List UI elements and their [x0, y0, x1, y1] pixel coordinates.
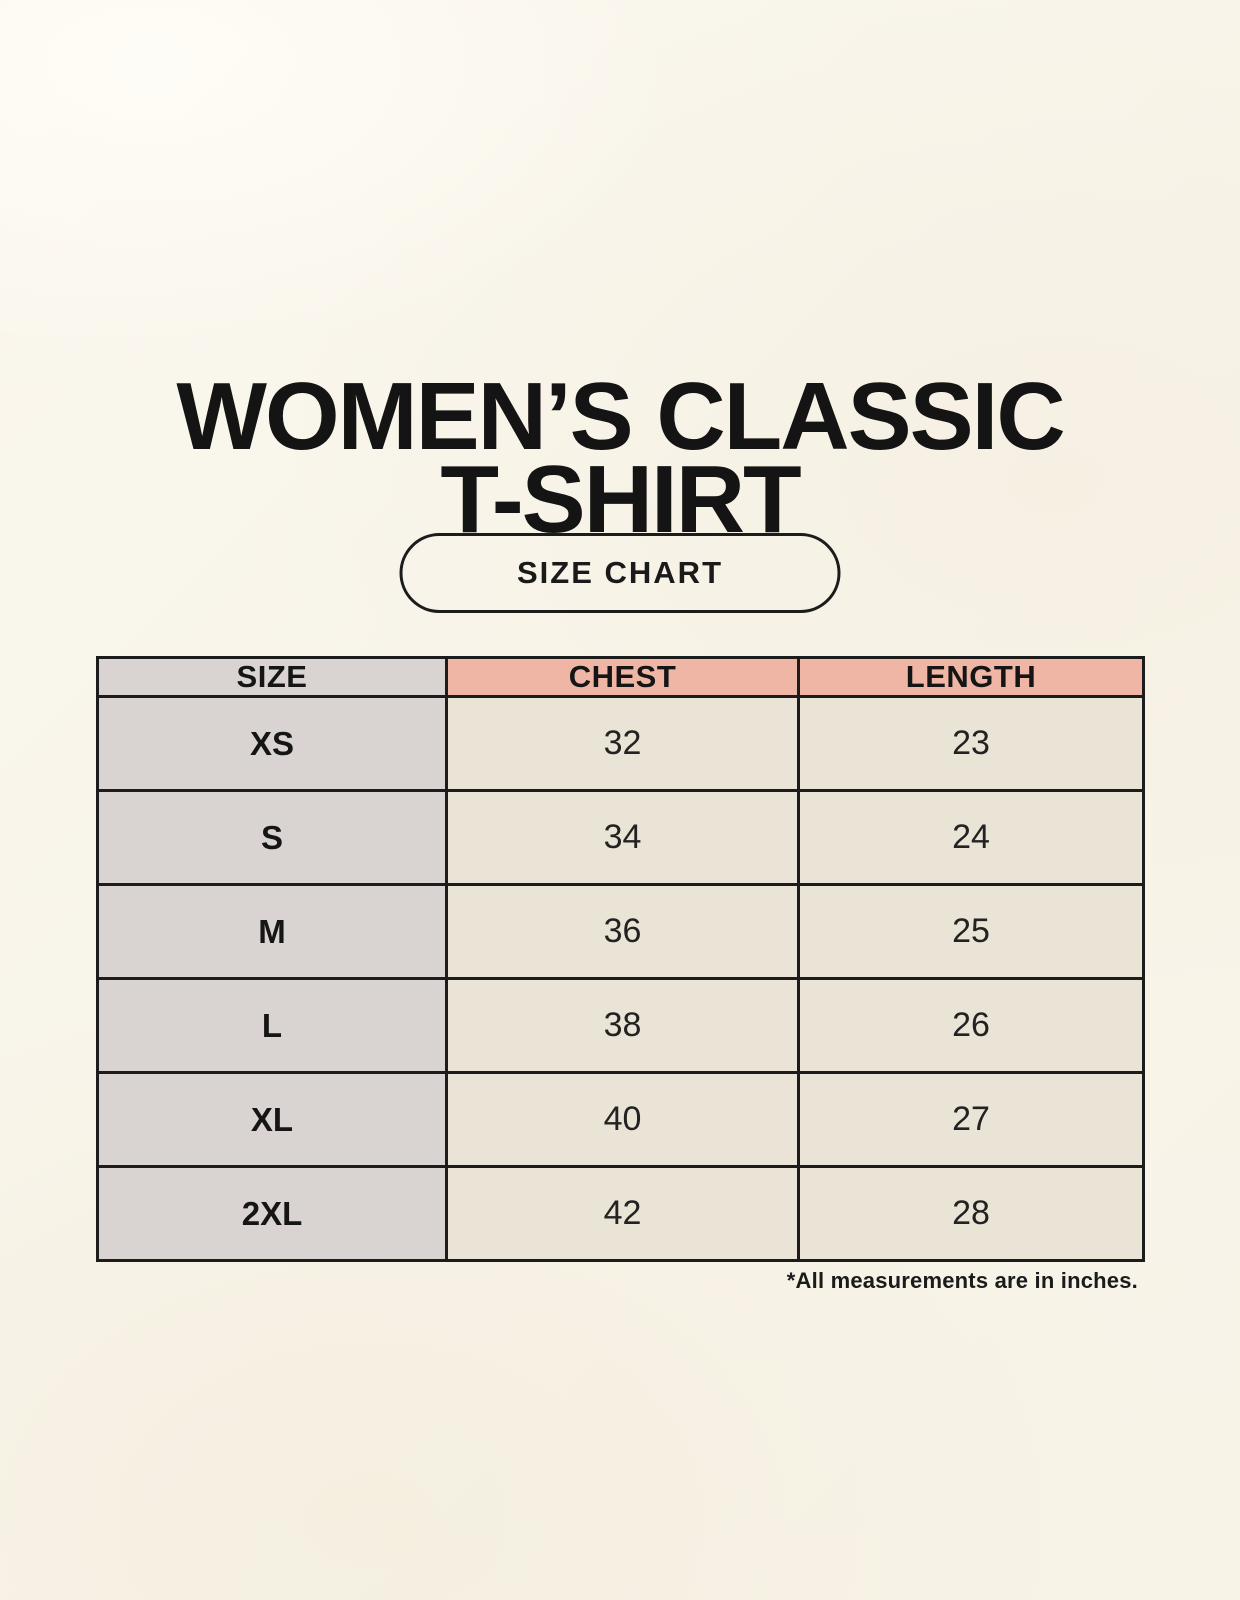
size-cell: XS: [96, 695, 448, 792]
column-header-chest: CHEST: [445, 656, 800, 698]
page-title: WOMEN’S CLASSIC T-SHIRT: [0, 369, 1240, 548]
header-row: SIZE CHEST LENGTH: [96, 656, 1145, 698]
length-value-cell: 25: [797, 883, 1145, 980]
chest-value-cell: 38: [445, 977, 800, 1074]
size-cell: 2XL: [96, 1165, 448, 1262]
size-cell: S: [96, 789, 448, 886]
length-value-cell: 24: [797, 789, 1145, 886]
size-chart-table-container: SIZE CHEST LENGTH XS 32 23 S 34 24 M 36 …: [96, 656, 1145, 1262]
size-cell: L: [96, 977, 448, 1074]
title-line-1: WOMEN’S CLASSIC: [176, 363, 1065, 471]
length-value-cell: 26: [797, 977, 1145, 1074]
length-value-cell: 28: [797, 1165, 1145, 1262]
table-row: 2XL 42 28: [96, 1165, 1145, 1262]
column-header-size: SIZE: [96, 656, 448, 698]
size-table: SIZE CHEST LENGTH XS 32 23 S 34 24 M 36 …: [96, 656, 1145, 1262]
measurements-footnote: *All measurements are in inches.: [786, 1268, 1138, 1293]
chest-value-cell: 36: [445, 883, 800, 980]
size-chart-button[interactable]: SIZE CHART: [399, 533, 841, 613]
length-value-cell: 23: [797, 695, 1145, 792]
table-row: S 34 24: [96, 789, 1145, 886]
table-row: XS 32 23: [96, 695, 1145, 792]
title-line-2: T-SHIRT: [440, 445, 801, 553]
chest-value-cell: 32: [445, 695, 800, 792]
table-row: XL 40 27: [96, 1071, 1145, 1168]
size-cell: XL: [96, 1071, 448, 1168]
chest-value-cell: 42: [445, 1165, 800, 1262]
chest-value-cell: 40: [445, 1071, 800, 1168]
length-value-cell: 27: [797, 1071, 1145, 1168]
size-cell: M: [96, 883, 448, 980]
chest-value-cell: 34: [445, 789, 800, 886]
column-header-length: LENGTH: [797, 656, 1145, 698]
table-row: M 36 25: [96, 883, 1145, 980]
table-row: L 38 26: [96, 977, 1145, 1074]
